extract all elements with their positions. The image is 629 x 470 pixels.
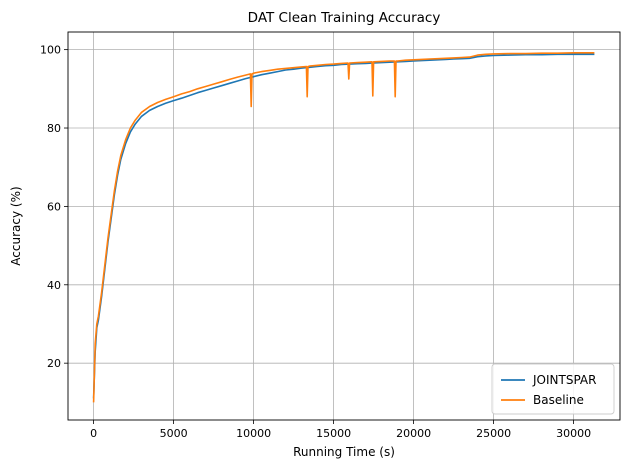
- y-tick-label: 100: [40, 44, 61, 57]
- series-layer: [92, 52, 595, 403]
- x-tick-label: 25000: [476, 427, 511, 440]
- y-tick-label: 60: [47, 200, 61, 213]
- legend: JOINTSPAR Baseline: [491, 363, 615, 415]
- legend-box: [491, 363, 615, 415]
- y-axis-label: Accuracy (%): [9, 186, 23, 265]
- x-axis-label: Running Time (s): [293, 445, 395, 459]
- y-tick-label: 80: [47, 122, 61, 135]
- x-tick-label: 5000: [160, 427, 188, 440]
- legend-label: Baseline: [533, 393, 584, 407]
- legend-label: JOINTSPAR: [532, 373, 596, 387]
- y-tick-label: 20: [47, 357, 61, 370]
- x-tick-label: 0: [90, 427, 97, 440]
- series-line-baseline: [92, 52, 595, 403]
- chart-title: DAT Clean Training Accuracy: [248, 10, 441, 26]
- y-tick-label: 40: [47, 279, 61, 292]
- x-tick-label: 20000: [396, 427, 431, 440]
- x-tick-label: 30000: [556, 427, 591, 440]
- grid: [68, 32, 620, 420]
- x-tick-label: 15000: [316, 427, 351, 440]
- series-line-jointspar: [92, 53, 595, 399]
- plot-frame: [67, 31, 621, 421]
- x-tick-label: 10000: [236, 427, 271, 440]
- ticks: 0 5000 10000 15000 20000 25000 30000 20 40 60 80 10…: [40, 44, 591, 440]
